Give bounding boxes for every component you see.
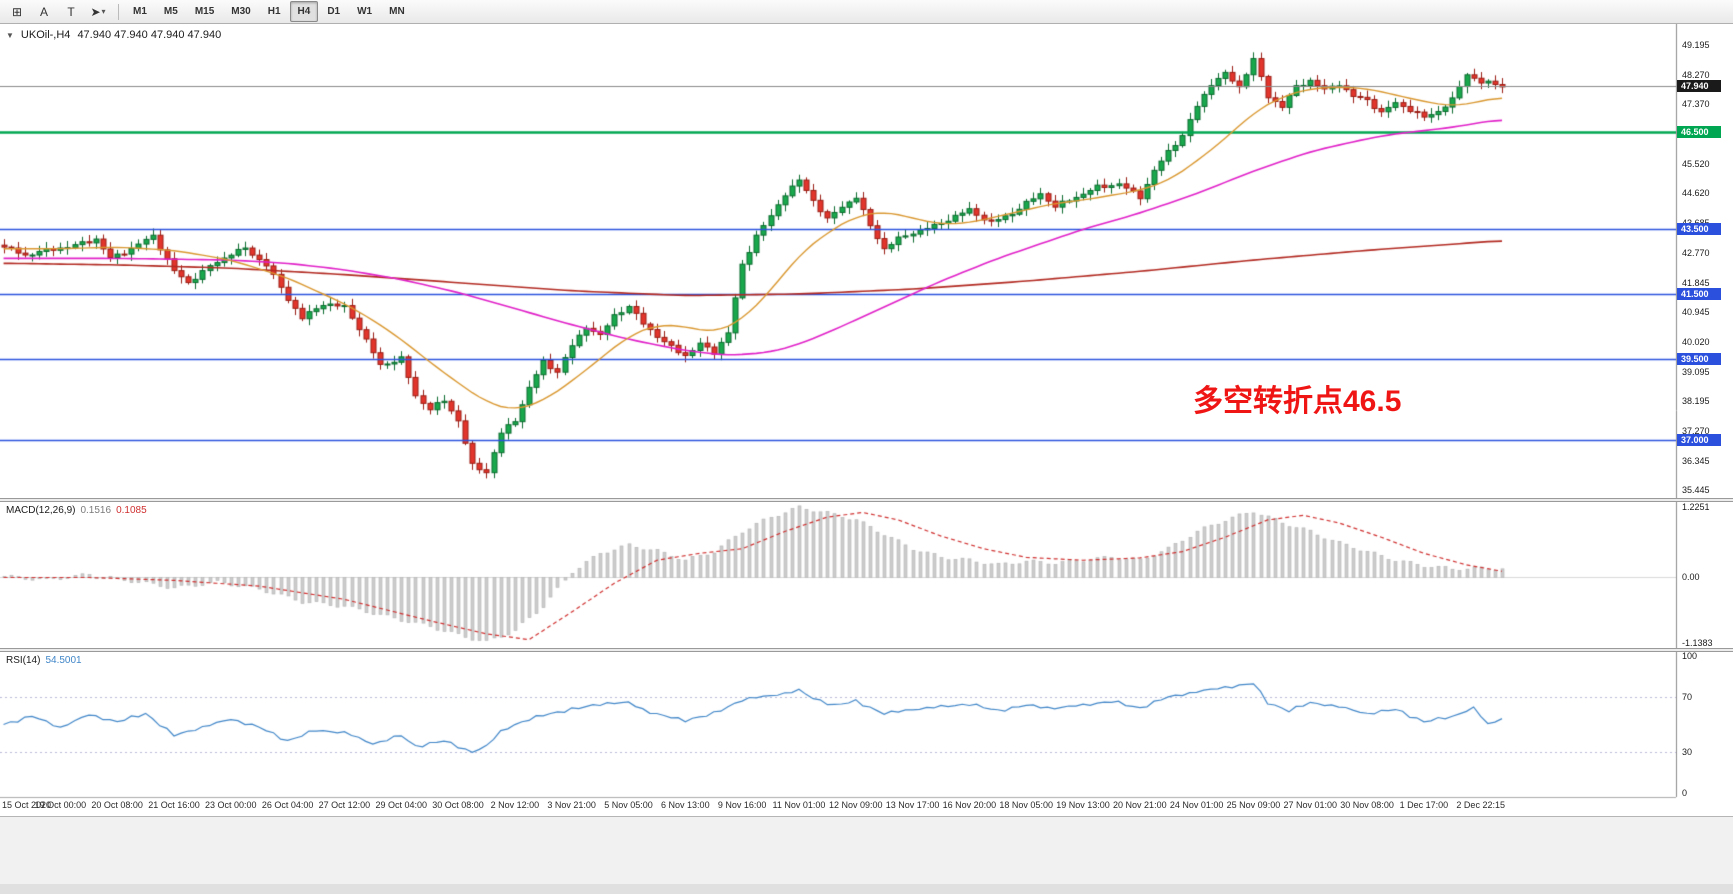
taskbar-hint [0,884,1733,894]
price-axis-label: 41.845 [1682,277,1710,288]
level-price-tag: 43.500 [1677,223,1721,236]
price-axis-label: 48.270 [1682,69,1710,80]
time-axis-label: 29 Oct 04:00 [375,800,428,810]
annotation-text[interactable]: 多空转折点46.5 [1193,385,1402,418]
price-axis-label: 45.520 [1682,158,1710,169]
timeframe-mn-button[interactable]: MN [389,6,405,17]
time-axis-label: 15 Oct 2020 [2,800,52,810]
price-axis-label: 39.095 [1682,366,1710,377]
ohlc-values: 47.940 47.940 47.940 47.940 [77,29,222,41]
macd-name: MACD(12,26,9) [6,505,76,516]
time-axis-label: 20 Oct 08:00 [91,800,143,810]
price-axis-label: 44.620 [1682,188,1710,199]
time-axis-label: 20 Nov 21:00 [1113,800,1167,810]
price-axis-label: 38.195 [1682,395,1710,406]
rsi-indicator-label: RSI(14) 54.5001 [6,655,82,666]
chart-title: ▼ UKOil-,H4 47.940 47.940 47.940 47.940 [6,29,221,41]
symbol-period-label: UKOil-,H4 [20,29,71,41]
text-box-tool[interactable]: T [67,4,75,19]
time-axis-label: 12 Nov 09:00 [828,800,883,810]
rsi-axis-label: 70 [1682,692,1693,703]
time-axis-label: 13 Nov 17:00 [885,800,940,810]
time-axis-label: 19 Oct 00:00 [34,800,87,810]
rsi-value: 54.5001 [45,655,82,666]
rsi-axis-label: 30 [1682,746,1693,757]
price-axis-label: 37.270 [1682,425,1710,436]
bottom-strip [0,816,1733,894]
macd-axis-label: -1.1383 [1682,637,1713,648]
grid-icon[interactable]: ⊞ [11,4,23,19]
dropdown-caret-icon: ▾ [101,7,106,16]
level-price-tag: 39.500 [1677,352,1721,365]
drawing-tools-group: ⊞ A T ➤ ▾ [4,1,112,22]
time-axis-label: 27 Oct 12:00 [318,800,371,810]
chart-container: ▼ UKOil-,H4 47.940 47.940 47.940 47.940 … [0,24,1733,816]
timeframe-buttons-group: M1 M5 M15 M30 H1 H4 D1 W1 MN [125,1,414,22]
price-axis-label: 40.945 [1682,306,1710,317]
time-axis-label: 23 Oct 00:00 [205,800,257,810]
panel-separator-rsi[interactable] [0,648,1733,652]
price-axis-label: 42.770 [1682,247,1710,258]
timeframe-h1-button[interactable]: H1 [267,6,281,17]
time-axis-label: 6 Nov 13:00 [661,800,710,810]
price-axis-label: 36.345 [1682,455,1710,466]
timeframe-m30-button[interactable]: M30 [231,6,251,17]
time-axis-label: 25 Nov 09:00 [1226,800,1281,810]
time-axis-label: 24 Nov 01:00 [1169,800,1224,810]
time-axis-label: 9 Nov 16:00 [717,800,767,810]
time-axis-label: 18 Nov 05:00 [999,800,1053,810]
toolbar: ⊞ A T ➤ ▾ M1 M5 M15 M30 H1 H4 D1 W1 MN [0,0,1733,24]
level-price-tag: 41.500 [1677,288,1721,300]
timeframe-m1-button[interactable]: M1 [133,6,147,17]
price-axis-label: 35.445 [1682,484,1710,495]
time-axis-label: 16 Nov 20:00 [942,800,997,810]
time-axis-label: 30 Oct 08:00 [432,800,484,810]
current-price-tag: 47.940 [1677,79,1721,92]
time-axis-label: 3 Nov 21:00 [547,800,596,810]
rsi-axis-label: 0 [1682,788,1688,798]
timeframe-m5-button[interactable]: M5 [163,6,178,17]
macd-indicator-label: MACD(12,26,9) 0.1516 0.1085 [6,505,147,516]
time-axis-label: 1 Dec 17:00 [1399,800,1449,810]
macd-axis-label: 1.2251 [1682,502,1710,512]
timeframe-h4-button[interactable]: H4 [289,1,319,22]
rsi-name: RSI(14) [6,655,41,666]
price-axis-label: 40.020 [1682,336,1710,347]
text-annotation-tool[interactable]: A [39,4,48,19]
level-price-tag: 37.000 [1677,433,1721,446]
time-axis-label: 5 Nov 05:00 [604,800,653,810]
timeframe-w1-button[interactable]: W1 [357,6,373,17]
chart-canvas[interactable] [0,24,1733,816]
time-axis-label: 11 Nov 01:00 [772,800,826,810]
level-price-tag: 46.500 [1677,126,1721,139]
time-axis-label: 2 Nov 12:00 [490,800,540,810]
time-axis-label: 21 Oct 16:00 [148,800,200,810]
macd-main-value: 0.1516 [80,505,112,516]
time-axis-label: 19 Nov 13:00 [1056,800,1110,810]
time-axis-label: 27 Nov 01:00 [1283,800,1338,810]
rsi-axis-label: 100 [1682,651,1698,661]
macd-axis-label: 0.00 [1682,572,1700,583]
timeframe-d1-button[interactable]: D1 [327,6,341,17]
arrow-tools-dropdown[interactable]: ➤ ▾ [90,4,106,19]
toolbar-separator [118,3,119,20]
time-axis-label: 30 Nov 08:00 [1340,800,1394,810]
panel-separator-macd[interactable] [0,498,1733,502]
macd-signal-value: 0.1085 [116,505,147,516]
time-axis-label: 2 Dec 22:15 [1456,800,1505,810]
price-axis-label: 47.370 [1682,99,1710,110]
timeframe-m15-button[interactable]: M15 [194,6,215,17]
price-axis-label: 49.195 [1682,40,1710,50]
collapse-caret-icon[interactable]: ▼ [6,30,14,40]
time-axis-label: 26 Oct 04:00 [261,800,314,810]
